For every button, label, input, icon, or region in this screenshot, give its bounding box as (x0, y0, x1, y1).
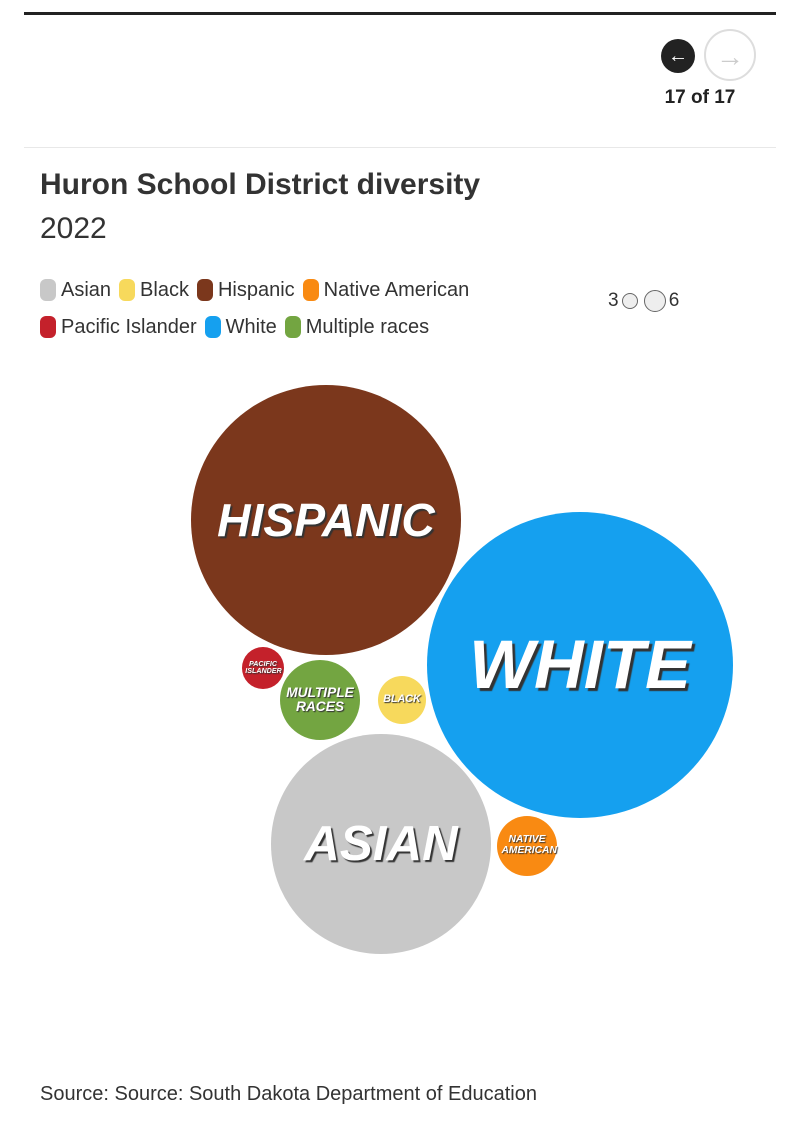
legend-swatch (40, 316, 56, 338)
legend: Asian Black Hispanic Native American Pacific… (40, 275, 520, 349)
bubble: Black (378, 676, 426, 724)
chart-subtitle: 2022 (40, 212, 107, 245)
bubble: Multiple races (279, 659, 361, 741)
source: Source: Source: South Dakota Department … (40, 1083, 537, 1105)
size-legend-circle (621, 292, 638, 310)
legend-swatch (40, 279, 56, 301)
legend-item: Black (119, 275, 189, 305)
bubble-label: Asian (304, 816, 458, 872)
legend-label: Asian (61, 279, 112, 301)
legend-item: Asian (40, 275, 111, 305)
bubble: Pacific Islander (242, 647, 284, 689)
legend-label: Pacific Islander (61, 316, 197, 338)
pagination: 17 of 17 (664, 87, 736, 108)
size-legend-max: 6 (668, 290, 680, 312)
legend-swatch (284, 316, 301, 338)
top-rule (24, 12, 776, 15)
bubble: Native American (496, 815, 558, 877)
legend-swatch (119, 279, 136, 301)
bubble: White (426, 511, 734, 819)
bubble-label: Native American (501, 834, 557, 856)
legend-swatch (196, 279, 213, 301)
bubble: Asian (271, 734, 491, 954)
legend-item: White (204, 312, 277, 342)
next-button[interactable]: → (704, 29, 756, 81)
chart-title: Huron School District diversity (40, 168, 481, 201)
bubble: Hispanic (190, 384, 462, 656)
legend-label: Hispanic (217, 279, 295, 301)
size-legend-min: 3 (608, 290, 619, 312)
size-legend: 3 6 (608, 290, 680, 313)
legend-label: Black (140, 279, 189, 301)
prev-button[interactable]: ← (661, 39, 695, 73)
legend-label: Native American (323, 279, 470, 301)
bubble-label: Black (383, 693, 421, 706)
legend-label: White (225, 316, 277, 338)
bubble-label: Multiple races (286, 684, 354, 714)
legend-item: Multiple races (284, 312, 430, 342)
separator (24, 147, 776, 148)
legend-swatch (204, 316, 221, 338)
legend-swatch (302, 279, 319, 301)
legend-item: Native American (302, 275, 470, 305)
bubble-label: Hispanic (217, 493, 435, 546)
bubble-label: White (469, 625, 691, 703)
size-legend-circle (643, 290, 666, 313)
legend-item: Pacific Islander (40, 312, 197, 342)
legend-label: Multiple races (305, 316, 430, 338)
legend-item: Hispanic (196, 275, 295, 305)
bubble-label: Pacific Islander (245, 659, 282, 675)
